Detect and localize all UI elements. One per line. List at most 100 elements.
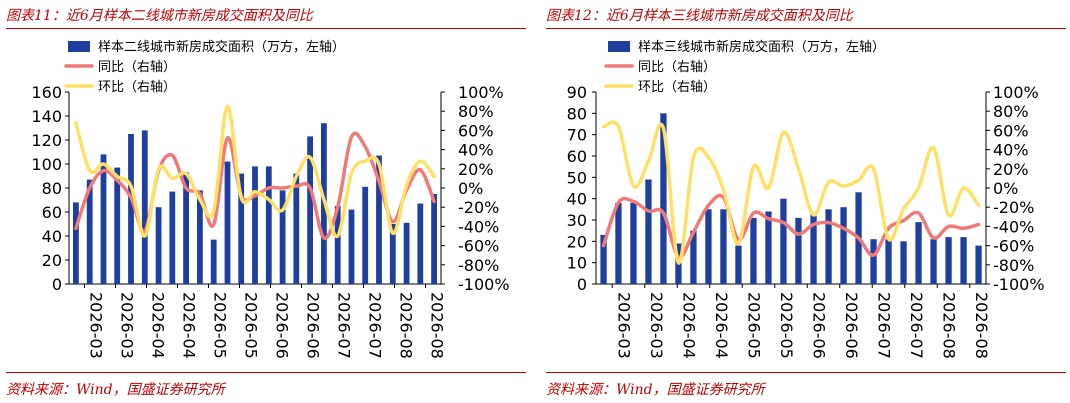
y2-tick-label: 60% — [993, 121, 1029, 140]
y2-tick-label: 40% — [458, 141, 494, 160]
y-tick-label: 20 — [42, 251, 62, 270]
y-tick-label: 0 — [52, 275, 62, 294]
bar — [334, 206, 341, 284]
bar — [86, 179, 93, 284]
bar — [141, 130, 148, 284]
bar — [183, 172, 189, 284]
x-tick-label: 2026-03 — [118, 292, 137, 359]
bar — [975, 245, 982, 284]
x-tick-label: 2026-08 — [428, 292, 447, 359]
y2-tick-label: 80% — [993, 102, 1029, 121]
x-tick-label: 2026-07 — [366, 292, 385, 359]
x-tick-label: 2026-06 — [842, 292, 861, 359]
title-rule — [6, 28, 526, 29]
bar — [720, 209, 727, 284]
legend-bar-swatch — [608, 41, 630, 52]
bar — [128, 134, 134, 284]
y2-tick-label: 100% — [458, 83, 504, 102]
legend-label: 环比（右轴） — [98, 80, 176, 95]
y-tick-label: 20 — [567, 232, 587, 251]
bar — [362, 186, 369, 284]
bar — [630, 202, 637, 284]
bar — [114, 167, 121, 284]
bar — [224, 161, 231, 284]
title-rule — [546, 28, 1066, 29]
bar — [795, 217, 802, 284]
chart-second-tier-cities: 样本二线城市新房成交面积（万方，左轴） 同比（右轴） 环比（右轴） 0 20 40 60 80… — [31, 39, 510, 359]
y2-tick-label: -60% — [458, 237, 499, 256]
x-tick-label: 2026-06 — [304, 292, 323, 359]
mom-line — [601, 120, 981, 265]
y-tick-label: 160 — [31, 83, 62, 102]
x-tick-label: 2026-04 — [712, 292, 731, 359]
legend-label: 环比（右轴） — [638, 80, 716, 95]
y2-tick-label: 40% — [993, 141, 1029, 160]
chart-third-tier-cities: 样本三线城市新房成交面积（万方，左轴） 同比（右轴） 环比（右轴） 0 10 20 30 40… — [567, 39, 1045, 359]
bar-series — [600, 113, 982, 284]
bar — [825, 209, 832, 284]
bar — [960, 237, 967, 284]
x-tick-label: 2026-05 — [744, 292, 763, 359]
x-tick-label: 2026-04 — [149, 292, 168, 359]
bar — [645, 179, 652, 284]
bar — [376, 155, 382, 284]
bar — [307, 136, 313, 284]
x-tick-label: 2026-03 — [87, 292, 106, 359]
y-tick-label: 90 — [567, 83, 587, 102]
y-tick-label: 40 — [567, 190, 587, 209]
source-note: 资料来源：Wind，国盛证券研究所 — [546, 382, 765, 398]
bar — [431, 194, 437, 284]
y2-tick-label: 0% — [458, 179, 483, 198]
bar — [765, 211, 772, 284]
bar — [810, 213, 817, 284]
legend-label: 同比（右轴） — [98, 60, 176, 75]
y-tick-label: 140 — [31, 107, 62, 126]
legend-label: 同比（右轴） — [638, 60, 716, 75]
x-tick-label: 2026-06 — [809, 292, 828, 359]
yoy-line — [601, 193, 981, 260]
legend-bar-swatch — [68, 41, 90, 52]
y-tick-label: 70 — [567, 126, 587, 145]
legend-label: 样本三线城市新房成交面积（万方，左轴） — [638, 39, 885, 55]
y2-tick-label: 100% — [993, 83, 1039, 102]
bar — [100, 154, 107, 284]
y-tick-label: 0 — [577, 275, 587, 294]
y-tick-label: 80 — [42, 179, 62, 198]
y2-tick-label: -40% — [458, 217, 499, 236]
bar-series — [73, 123, 437, 284]
y2-tick-label: -20% — [458, 198, 499, 217]
y-tick-label: 80 — [567, 104, 587, 123]
x-tick-label: 2026-08 — [939, 292, 958, 359]
x-tick-label: 2026-07 — [874, 292, 893, 359]
y2-tick-label: -60% — [993, 237, 1034, 256]
bar — [169, 191, 176, 284]
y-tick-label: 10 — [567, 254, 587, 273]
y-tick-label: 50 — [567, 168, 587, 187]
bar — [252, 166, 258, 284]
x-tick-label: 2026-08 — [397, 292, 416, 359]
y-tick-label: 30 — [567, 211, 587, 230]
bar — [885, 239, 892, 284]
bar — [840, 207, 847, 284]
y2-tick-label: -80% — [993, 256, 1034, 275]
y2-tick-label: 60% — [458, 121, 494, 140]
y-tick-label: 120 — [31, 131, 62, 150]
x-tick-label: 2026-07 — [907, 292, 926, 359]
bar — [348, 209, 355, 284]
figure-right: 图表12：近6月样本三线城市新房成交面积及同比 样本三线城市新房成交面积（万方，… — [546, 0, 1066, 403]
y2-tick-label: -100% — [458, 275, 510, 294]
y2-tick-label: 20% — [993, 160, 1029, 179]
x-tick-label: 2026-05 — [242, 292, 261, 359]
bar — [417, 203, 424, 284]
y-tick-label: 100 — [31, 155, 62, 174]
x-tick-label: 2026-07 — [335, 292, 354, 359]
bar — [780, 198, 787, 284]
legend-label: 样本二线城市新房成交面积（万方，左轴） — [98, 39, 345, 55]
bar — [238, 173, 245, 284]
bar — [660, 113, 667, 284]
bar — [265, 166, 272, 284]
bar — [750, 217, 757, 284]
bar — [210, 239, 217, 284]
x-tick-label: 2026-06 — [273, 292, 292, 359]
y2-tick-label: 20% — [458, 160, 494, 179]
